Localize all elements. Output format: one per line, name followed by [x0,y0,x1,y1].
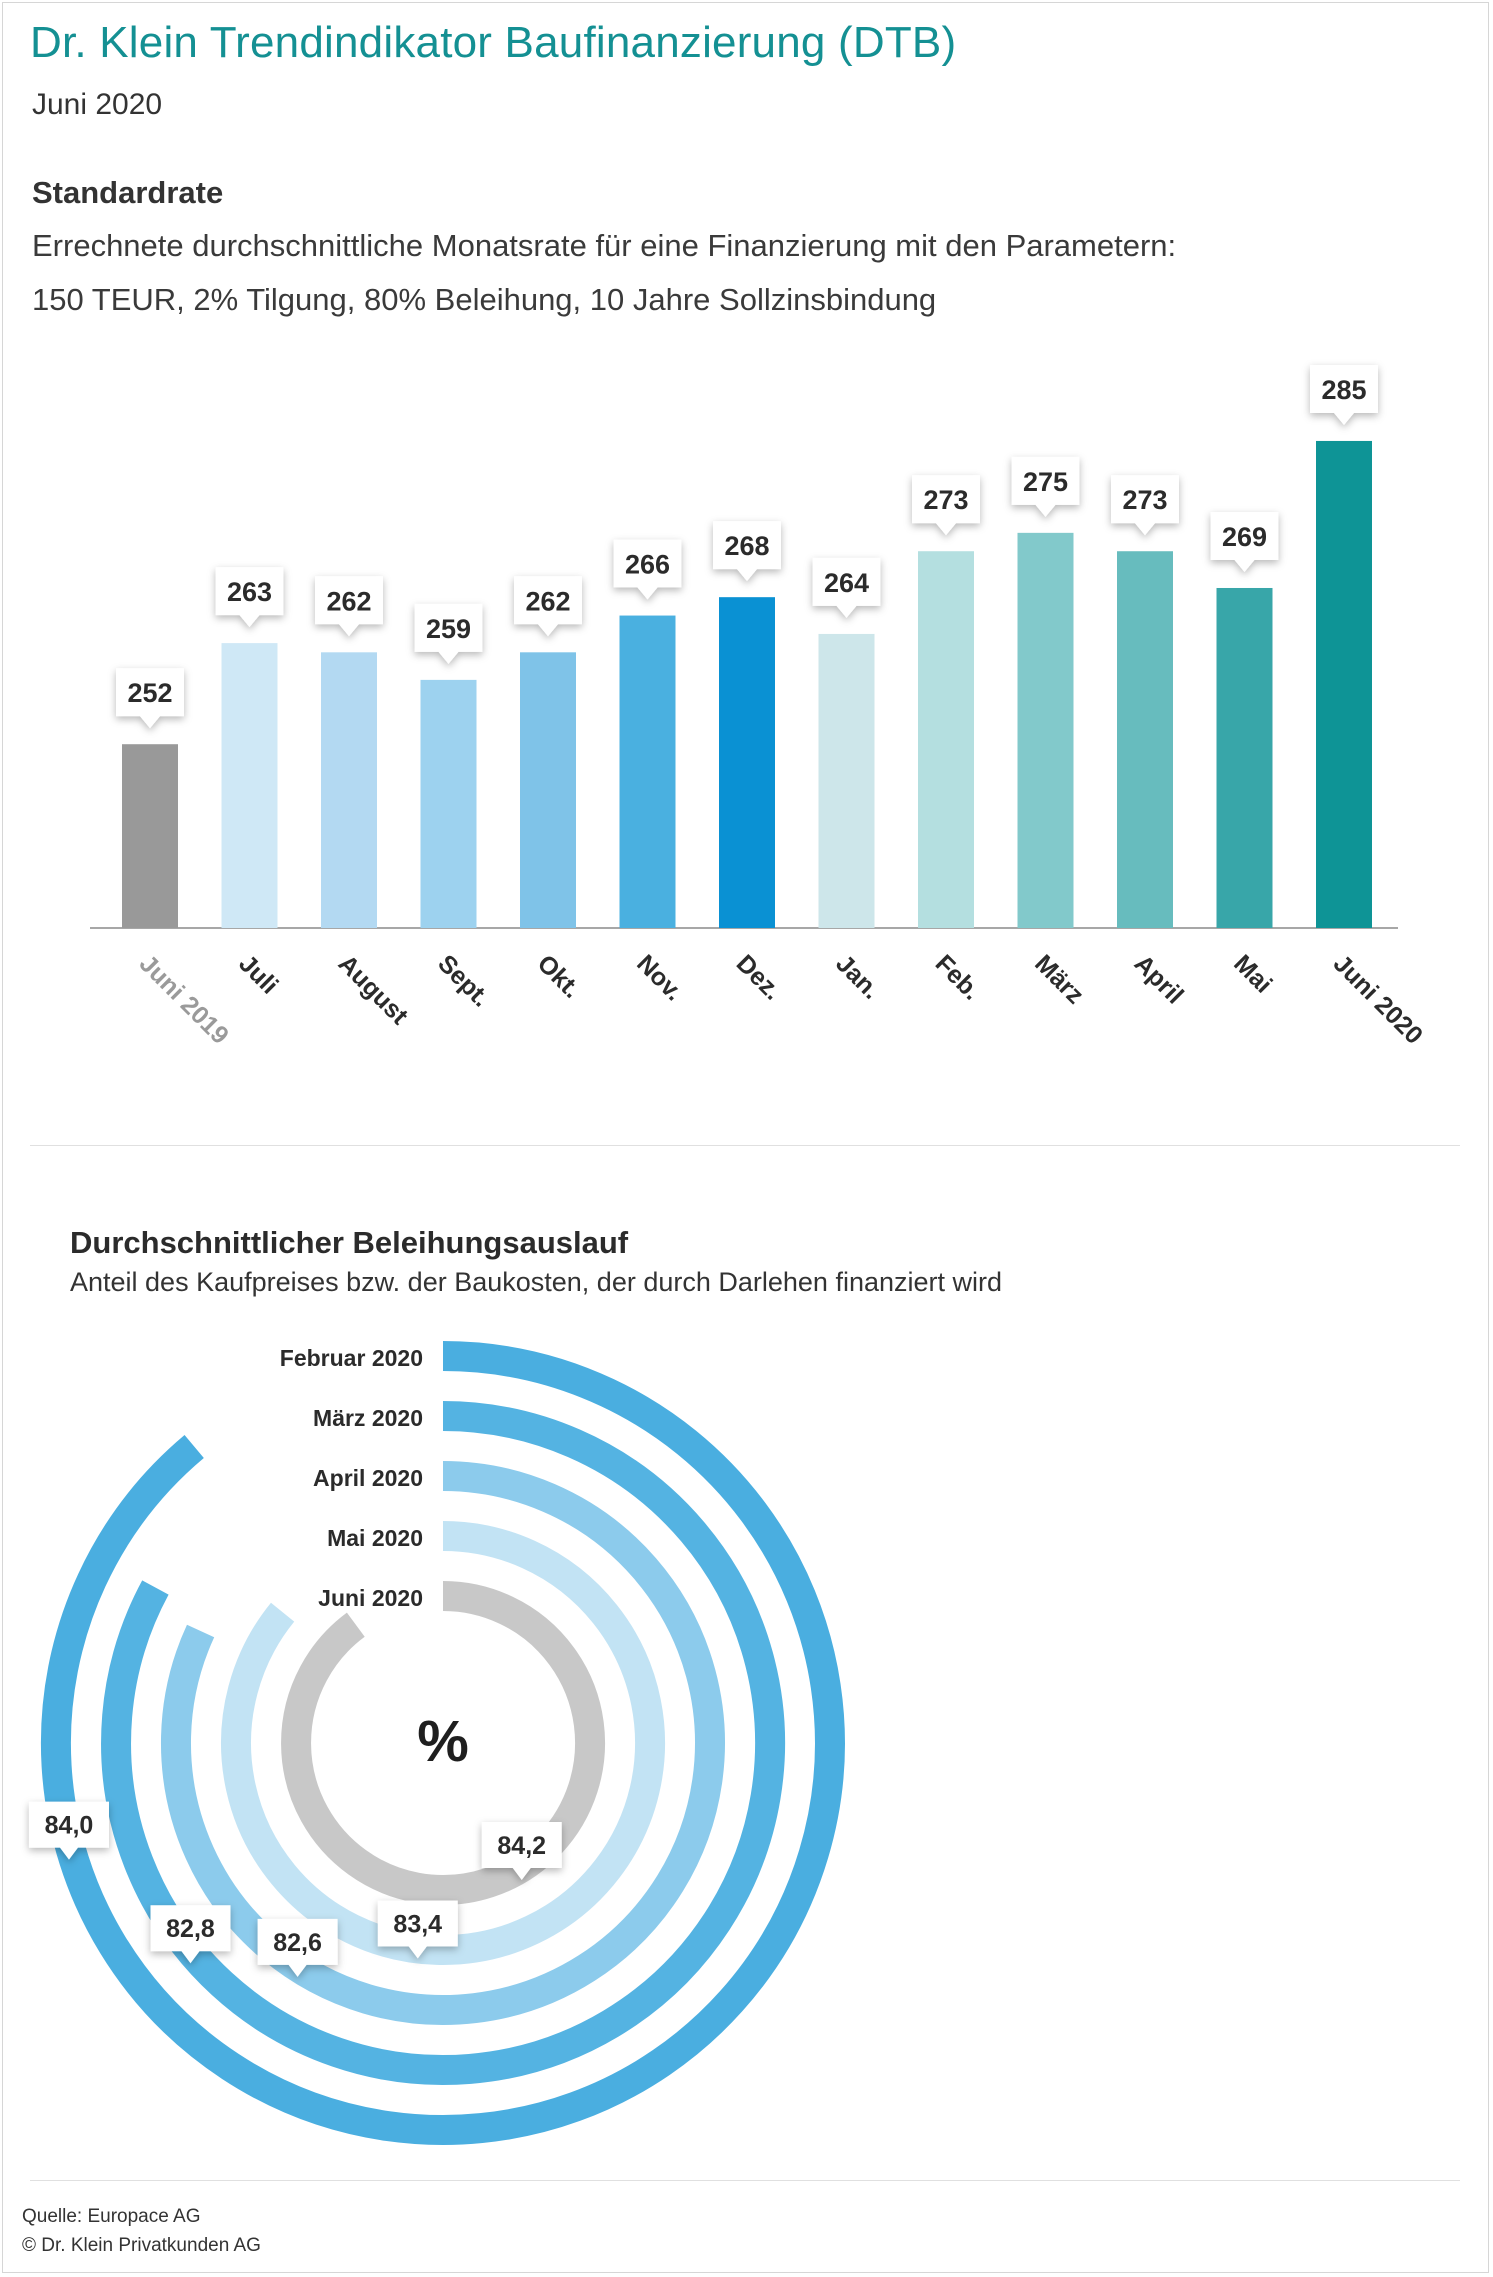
svg-text:285: 285 [1321,375,1366,405]
bar [1117,551,1173,928]
page-subtitle: Juni 2020 [32,88,163,121]
percent-symbol: % [417,1709,469,1774]
svg-text:266: 266 [625,550,670,580]
svg-text:82,8: 82,8 [166,1915,215,1943]
bar [1017,532,1074,928]
data-label: 268 [713,521,781,582]
svg-text:84,2: 84,2 [497,1832,546,1860]
bar [420,679,477,928]
copyright-note: © Dr. Klein Privatkunden AG [22,2235,261,2256]
ring-value-label: 84,2 [481,1821,562,1880]
bar [818,633,875,928]
svg-text:84,0: 84,0 [45,1812,94,1840]
svg-text:262: 262 [326,586,371,616]
bar [619,615,676,928]
data-label: 263 [215,567,284,628]
svg-text:273: 273 [1122,485,1167,515]
footer-divider [30,2180,1460,2181]
data-label: 285 [1310,364,1378,425]
svg-text:259: 259 [426,614,471,644]
page-title: Dr. Klein Trendindikator Baufinanzierung… [30,18,957,67]
bar [221,643,278,928]
ring-series-label: Juni 2020 [318,1585,423,1611]
data-label: 269 [1210,511,1279,572]
standardrate-description-line-1: Errechnete durchschnittliche Monatsrate … [32,228,1177,263]
svg-text:263: 263 [227,577,272,607]
data-label: 275 [1011,456,1080,517]
ring-value-label: 82,6 [257,1918,338,1977]
data-label: 273 [1111,475,1179,536]
bar [918,551,974,928]
data-label: 264 [812,557,881,618]
bar [122,744,178,928]
ring-series-label: April 2020 [313,1465,423,1491]
ring-arc [161,1461,725,2025]
standardrate-description-line-2: 150 TEUR, 2% Tilgung, 80% Beleihung, 10 … [32,282,937,317]
bar [1216,587,1273,928]
ring-arc [40,1341,845,2145]
data-label: 259 [414,603,483,664]
ring-arc [281,1581,606,1905]
ring-series-label: Mai 2020 [327,1525,423,1551]
bar [520,652,576,928]
bar [1316,440,1372,928]
svg-text:264: 264 [824,568,869,598]
ring-series-label: Februar 2020 [280,1345,423,1371]
beleihung-radial-chart: Februar 2020 März 2020 April 2020 Mai 2020 J… [28,1341,845,2145]
beleihung-description: Anteil des Kaufpreises bzw. der Baukoste… [70,1267,1003,1297]
svg-text:268: 268 [724,531,769,561]
svg-text:262: 262 [525,586,570,616]
ring-series-label: März 2020 [313,1405,423,1431]
ring-value-label: 83,4 [377,1900,458,1959]
source-note: Quelle: Europace AG [22,2206,201,2227]
ring-value-label: 82,8 [150,1905,231,1964]
ring-value-label: 84,0 [28,1801,109,1860]
svg-text:269: 269 [1222,522,1267,552]
section-divider [30,1145,1460,1146]
svg-text:83,4: 83,4 [393,1910,442,1938]
svg-text:273: 273 [923,485,968,515]
svg-text:275: 275 [1023,467,1068,497]
ring-arc [221,1521,665,1965]
standardrate-title: Standardrate [32,175,224,210]
data-label: 262 [315,576,383,637]
beleihung-title: Durchschnittlicher Beleihungsauslauf [70,1225,629,1260]
svg-text:252: 252 [127,678,172,708]
ring-arc [101,1401,786,2085]
data-label: 252 [116,668,184,729]
svg-text:82,6: 82,6 [273,1929,322,1957]
data-label: 262 [514,576,582,637]
data-label: 273 [912,475,980,536]
data-label: 266 [613,539,682,600]
bar [321,652,377,928]
bar [719,597,775,928]
